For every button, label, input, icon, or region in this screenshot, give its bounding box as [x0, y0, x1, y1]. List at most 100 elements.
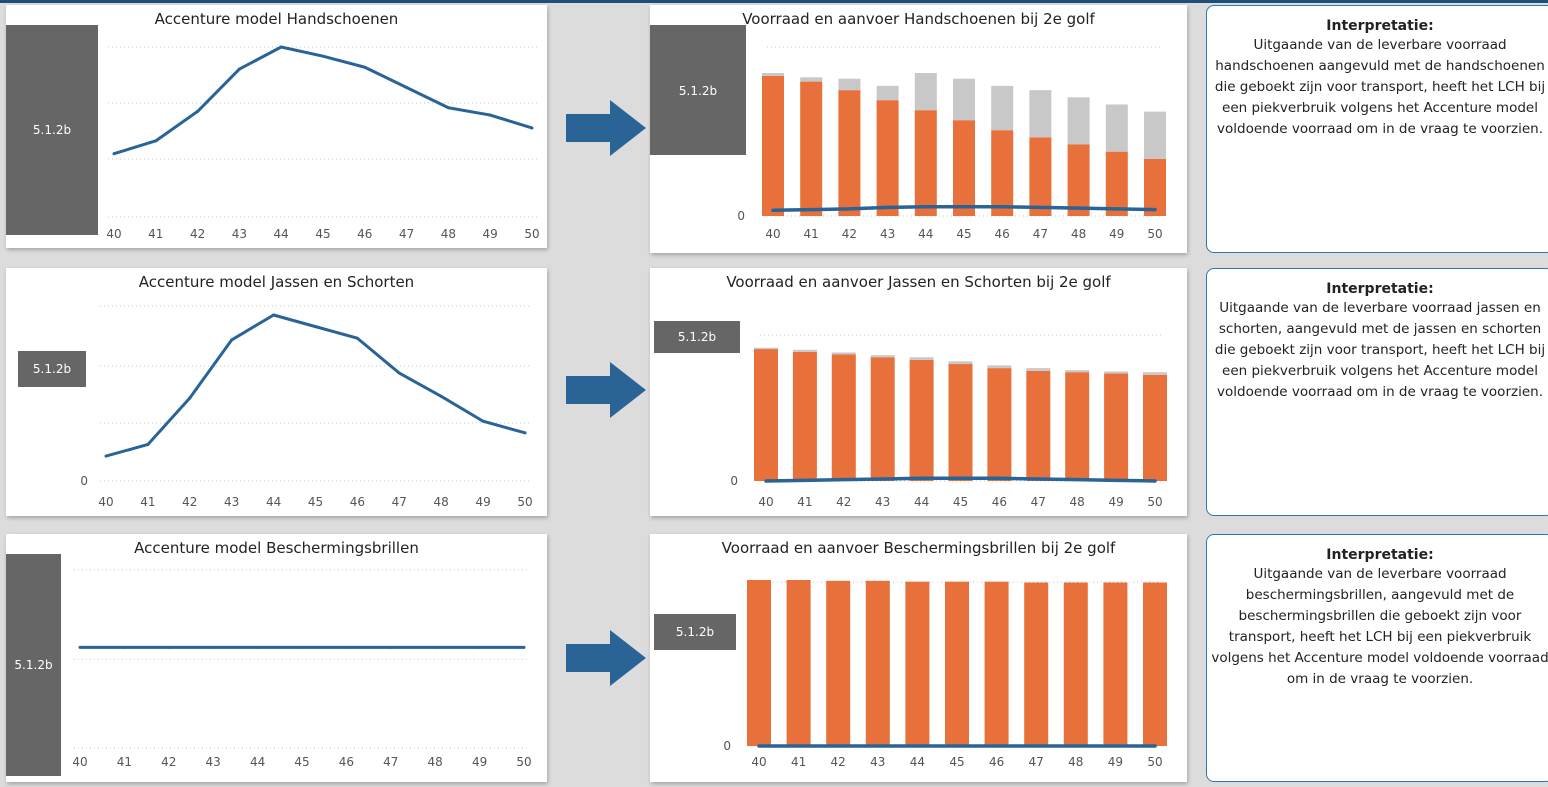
data-point	[237, 67, 241, 71]
chart-title: Accenture model Jassen en Schorten	[138, 273, 415, 291]
bar-stock	[948, 364, 973, 481]
bar-incoming	[792, 349, 817, 352]
x-tick-label: 49	[475, 495, 490, 509]
data-point	[167, 645, 171, 649]
bar-incoming	[800, 77, 823, 82]
series-line	[105, 313, 526, 458]
x-tick-label: 42	[836, 495, 851, 509]
x-tick-label: 50	[1147, 755, 1162, 769]
x-tick-label: 47	[399, 227, 414, 241]
x-tick-label: 46	[995, 227, 1010, 241]
bar-stock	[1065, 372, 1090, 481]
bar-stock	[991, 130, 1014, 216]
redaction-block: 5.1.2b	[654, 321, 740, 353]
data-point	[405, 85, 409, 89]
data-point	[397, 371, 401, 375]
x-tick-label: 45	[956, 227, 971, 241]
bar-stock	[876, 100, 899, 216]
bar-incoming	[1029, 90, 1052, 138]
data-point	[154, 139, 158, 143]
bar-incoming	[991, 85, 1014, 131]
x-tick-label: 45	[308, 495, 323, 509]
data-point	[230, 338, 234, 342]
x-tick-label: 44	[274, 227, 289, 241]
x-tick-label: 49	[1108, 755, 1123, 769]
x-tick-label: 44	[914, 495, 929, 509]
bar-stock	[909, 359, 934, 481]
x-tick-label: 43	[224, 495, 239, 509]
top-accent-line	[0, 0, 1548, 3]
interpretation-heading: Interpretatie:	[1326, 547, 1434, 563]
x-tick-label: 41	[791, 755, 806, 769]
data-point	[314, 325, 317, 329]
interpretation-box: Interpretatie: Uitgaande van de leverbar…	[1206, 534, 1548, 782]
bar-incoming	[914, 73, 937, 111]
bar-stock	[792, 351, 817, 481]
x-tick-label: 43	[206, 755, 221, 769]
line-chart-panel: 40 41 42 43 44 45 46 47 48 49 50 Accenture model B…	[6, 534, 547, 782]
x-tick-label: 44	[918, 227, 933, 241]
x-tick-label: 42	[842, 227, 857, 241]
y-tick-label: 0	[737, 209, 745, 223]
data-point	[363, 65, 367, 69]
x-tick-label: 44	[266, 495, 281, 509]
y-tick-label: 0	[723, 739, 731, 753]
data-point	[211, 645, 215, 649]
x-tick-label: 49	[1108, 495, 1123, 509]
x-tick-label: 48	[1071, 227, 1086, 241]
data-point	[344, 645, 348, 649]
bar-incoming	[1065, 370, 1090, 373]
bar-stock	[914, 110, 937, 216]
x-tick-label: 40	[98, 495, 113, 509]
data-point	[488, 113, 492, 117]
right-arrow-icon	[566, 630, 646, 686]
x-tick-label: 44	[250, 755, 265, 769]
bar-stock	[984, 581, 1009, 746]
bar-incoming	[1067, 97, 1090, 145]
chart-title: Voorraad en aanvoer Jassen en Schorten b…	[726, 273, 1111, 291]
interpretation-text: Uitgaande van de leverbare voorraad jass…	[1214, 300, 1546, 400]
data-point	[146, 442, 150, 446]
bar-incoming	[838, 78, 861, 91]
bar-stock	[1024, 582, 1049, 746]
y-tick-label: 0	[80, 474, 88, 488]
x-tick-label: 47	[383, 755, 398, 769]
bar-incoming	[1104, 371, 1129, 374]
data-point	[300, 645, 304, 649]
line-chart-panel: 40 41 42 43 44 45 46 47 48 49 50 Accenture model H…	[6, 5, 547, 248]
x-tick-label: 46	[357, 227, 372, 241]
chart-title: Voorraad en aanvoer Handschoenen bij 2e …	[742, 10, 1095, 28]
bar-stock	[1067, 144, 1090, 216]
demand-line	[771, 204, 1157, 213]
x-tick-label: 41	[117, 755, 132, 769]
x-tick-label: 46	[339, 755, 354, 769]
x-tick-label: 40	[751, 755, 766, 769]
right-arrow-icon	[566, 362, 646, 418]
bar-chart-panel: 40 41 42 43 44 45 46 47 48 49 50 0 Voorraad en aanv…	[650, 5, 1187, 253]
data-point	[522, 645, 526, 649]
x-tick-label: 49	[1109, 227, 1124, 241]
line-chart: 40 41 42 43 44 45 46 47 48 49 50	[106, 45, 540, 241]
x-tick-label: 46	[350, 495, 365, 509]
bar-stock	[945, 581, 969, 746]
bar-chart-panel: 40 41 42 43 44 45 46 47 48 49 50 0 Voorraad en aanv…	[650, 534, 1187, 782]
data-point	[112, 152, 116, 156]
bar-stock	[1029, 137, 1052, 216]
right-arrow-icon	[566, 100, 646, 156]
data-point	[272, 313, 276, 317]
interpretation-box: Interpretatie: Uitgaande van de leverbar…	[1206, 268, 1548, 516]
x-tick-label: 45	[953, 495, 968, 509]
data-point	[104, 454, 108, 458]
x-tick-label: 49	[472, 755, 487, 769]
stacked-bar-chart: 40 41 42 43 44 45 46 47 48 49 50 0	[737, 46, 1166, 241]
line-chart: 40 41 42 43 44 45 46 47 48 49 50	[72, 569, 532, 769]
x-tick-label: 50	[1147, 227, 1162, 241]
interpretation-heading: Interpretatie:	[1326, 18, 1434, 34]
y-tick-label: 0	[730, 474, 738, 488]
x-tick-label: 45	[315, 227, 330, 241]
bar-stock	[1026, 370, 1051, 481]
x-tick-label: 42	[182, 495, 197, 509]
bar-incoming	[909, 357, 934, 360]
bar-stock	[1105, 151, 1128, 216]
bar-stock	[987, 368, 1012, 481]
